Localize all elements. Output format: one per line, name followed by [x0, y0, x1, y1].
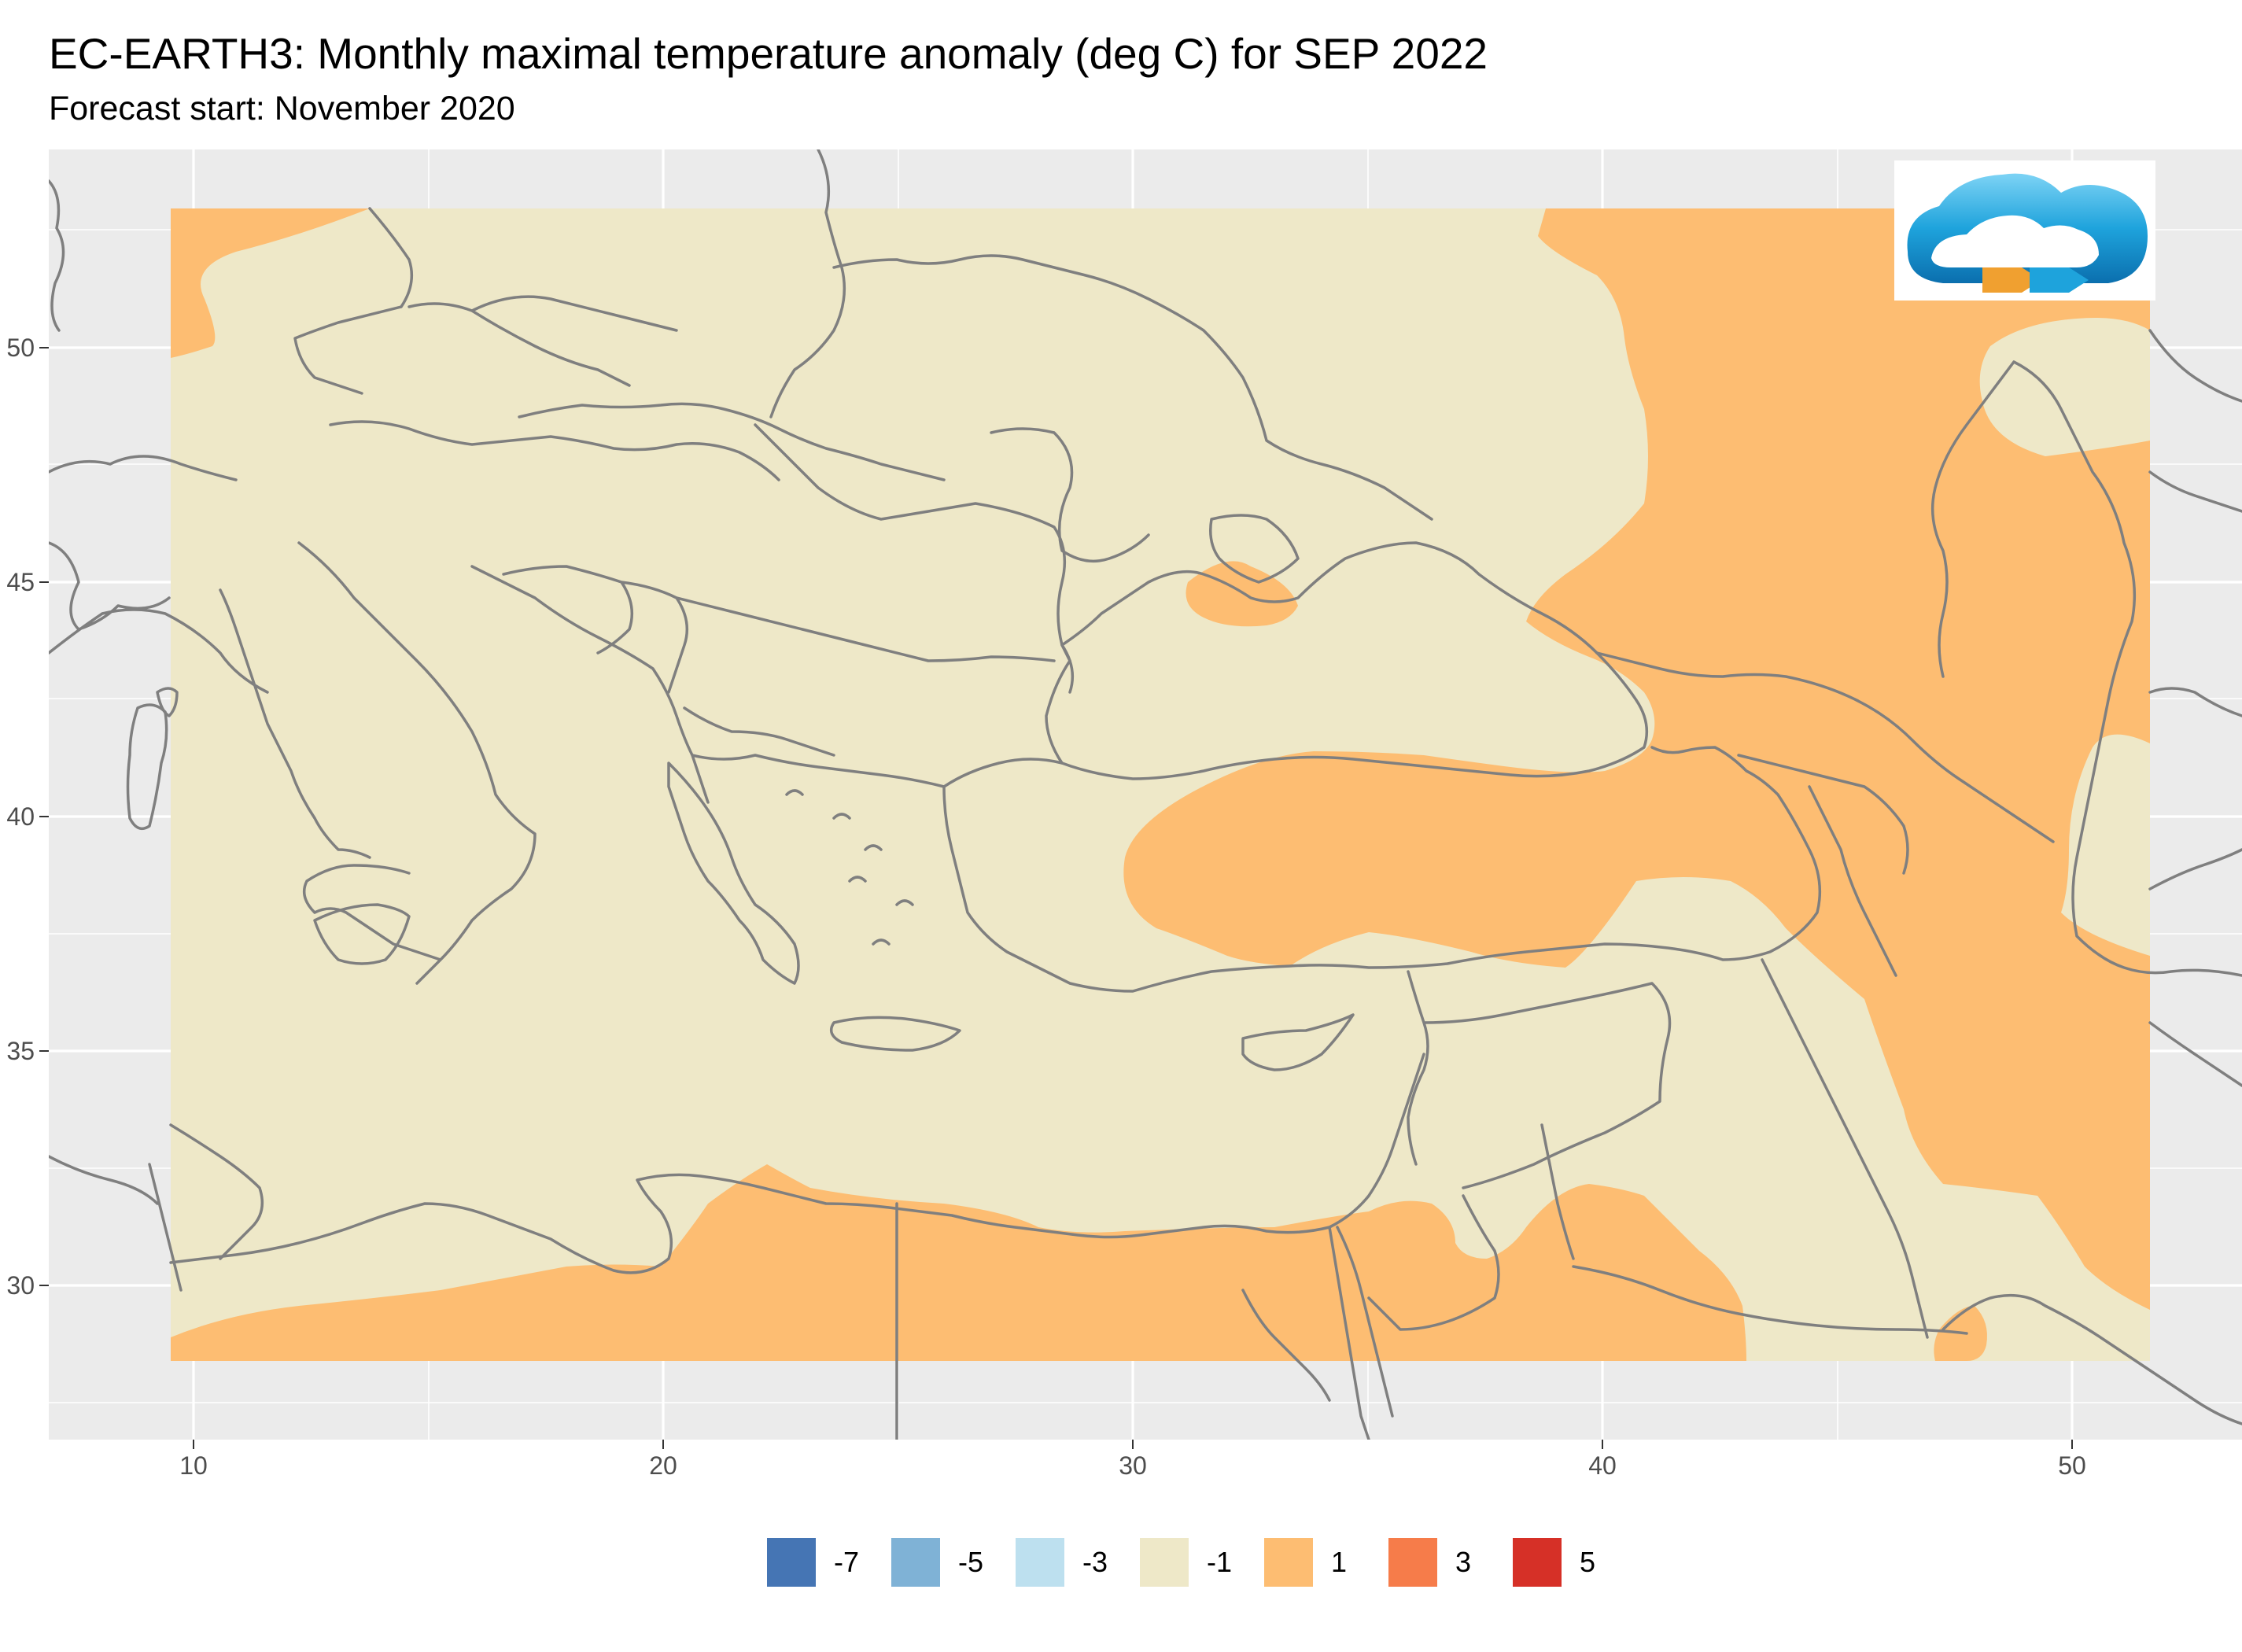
legend-label: 3	[1455, 1546, 1472, 1578]
country-borders	[49, 149, 2242, 1440]
x-axis: 10 20 30 40 50	[179, 1451, 2086, 1480]
chart-title: EC-EARTH3: Monthly maximal temperature a…	[49, 29, 1488, 78]
y-tick-label: 40	[6, 802, 35, 831]
y-tick-label: 50	[6, 334, 35, 362]
chart-subtitle: Forecast start: November 2020	[49, 90, 515, 127]
y-axis: 50 45 40 35 30	[6, 334, 35, 1300]
legend-swatch	[1386, 1536, 1440, 1589]
anomaly-region-northwest	[171, 208, 370, 358]
legend-swatch	[1262, 1536, 1315, 1589]
y-tick-label: 30	[6, 1271, 35, 1300]
legend-swatch	[889, 1536, 942, 1589]
legend-label: -3	[1082, 1546, 1108, 1578]
legend-label: 5	[1580, 1546, 1596, 1578]
legend-item: 3	[1386, 1536, 1496, 1589]
y-tick-label: 45	[6, 568, 35, 596]
legend-swatch	[1138, 1536, 1191, 1589]
x-tick-label: 40	[1588, 1451, 1617, 1480]
legend-item: -7	[765, 1536, 875, 1589]
logo-icon	[1894, 160, 2155, 301]
legend-label: -7	[834, 1546, 860, 1578]
x-tick-label: 50	[2058, 1451, 2086, 1480]
anomaly-region-east	[1123, 208, 2150, 1310]
legend-swatch	[1013, 1536, 1067, 1589]
axis-ticks	[39, 347, 2073, 1449]
legend-item: -1	[1138, 1536, 1248, 1589]
x-tick-label: 10	[179, 1451, 208, 1480]
legend-item: 5	[1510, 1536, 1621, 1589]
y-tick-label: 35	[6, 1037, 35, 1065]
legend-item: -3	[1013, 1536, 1123, 1589]
legend-label: -1	[1207, 1546, 1233, 1578]
legend-item: -5	[889, 1536, 999, 1589]
legend-swatch	[765, 1536, 818, 1589]
anomaly-region-south	[171, 1164, 1746, 1361]
x-tick-label: 30	[1119, 1451, 1147, 1480]
legend-swatch	[1510, 1536, 1564, 1589]
legend-label: -5	[958, 1546, 984, 1578]
legend-label: 1	[1331, 1546, 1348, 1578]
legend: -7 -5 -3 -1 1 3 5	[765, 1536, 1635, 1589]
x-tick-label: 20	[649, 1451, 677, 1480]
legend-item: 1	[1262, 1536, 1372, 1589]
